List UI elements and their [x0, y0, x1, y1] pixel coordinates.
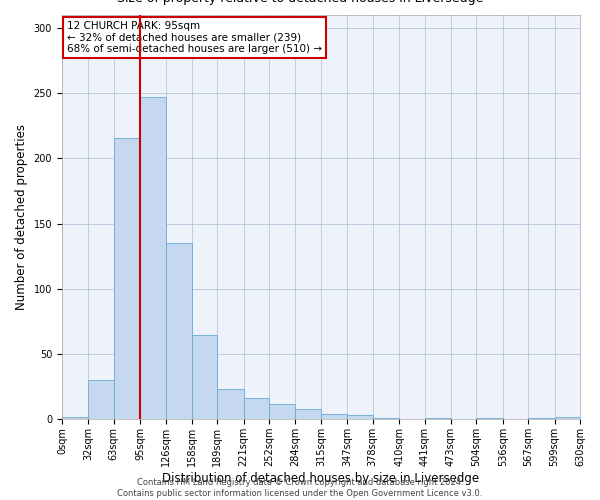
Bar	[528, 418, 554, 420]
Bar	[217, 390, 244, 420]
Bar	[192, 334, 217, 420]
Bar	[373, 418, 399, 420]
Bar	[244, 398, 269, 419]
Bar	[114, 138, 140, 420]
Bar	[269, 404, 295, 419]
Bar	[62, 416, 88, 420]
Bar	[476, 418, 503, 420]
Text: Size of property relative to detached houses in Liversedge: Size of property relative to detached ho…	[117, 0, 483, 5]
Bar	[321, 414, 347, 420]
X-axis label: Distribution of detached houses by size in Liversedge: Distribution of detached houses by size …	[163, 472, 479, 485]
Text: 12 CHURCH PARK: 95sqm
← 32% of detached houses are smaller (239)
68% of semi-det: 12 CHURCH PARK: 95sqm ← 32% of detached …	[67, 21, 322, 54]
Bar	[554, 416, 580, 420]
Bar	[295, 409, 321, 420]
Y-axis label: Number of detached properties: Number of detached properties	[15, 124, 28, 310]
Bar	[88, 380, 114, 420]
Bar	[166, 243, 192, 420]
Bar	[425, 418, 451, 420]
Bar	[347, 416, 373, 420]
Text: Contains HM Land Registry data © Crown copyright and database right 2024.
Contai: Contains HM Land Registry data © Crown c…	[118, 478, 482, 498]
Bar	[140, 97, 166, 420]
